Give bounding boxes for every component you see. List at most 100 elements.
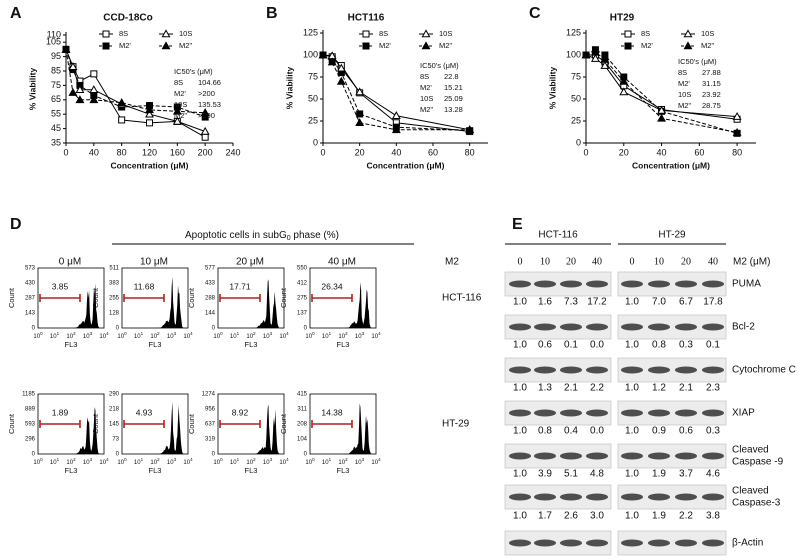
treatment-label: M2 (445, 257, 459, 268)
chart-title: CCD-18Co (103, 13, 152, 24)
chart-title: HCT116 (348, 13, 385, 24)
marker (172, 116, 182, 125)
fl3-tick-base: 10 (150, 334, 157, 340)
y-tick-label: 110 (47, 29, 61, 39)
fl3-tick-label: 104 (279, 331, 289, 340)
marker (619, 87, 629, 96)
count-label: Count (279, 413, 288, 434)
band (648, 539, 670, 547)
fl3-label: FL3 (65, 466, 78, 475)
band (560, 409, 582, 417)
band (560, 539, 582, 547)
y-tick-label: 50 (308, 93, 318, 103)
count-tick-label: 1274 (202, 392, 216, 398)
fl3-tick-exponent: 4 (378, 331, 381, 336)
fl3-tick-label: 100 (213, 457, 223, 466)
fl3-tick-exponent: 4 (190, 457, 193, 462)
ic50-name: M2' (678, 79, 690, 88)
fl3-tick-base: 10 (230, 334, 237, 340)
fl3-tick-label: 104 (99, 331, 109, 340)
marker (590, 53, 600, 62)
fl3-tick-base: 10 (338, 334, 345, 340)
fl3-label: FL3 (149, 466, 162, 475)
fl3-tick-exponent: 2 (345, 331, 348, 336)
band-ratio: 0.0 (590, 340, 604, 351)
fl3-tick-exponent: 4 (286, 331, 289, 336)
ic50-value: 27.88 (702, 68, 721, 77)
marker (61, 44, 71, 53)
count-tick-label: 0 (212, 326, 216, 332)
band-ratio: 2.2 (590, 383, 604, 394)
count-tick-label: 287 (25, 296, 36, 302)
fl3-tick-label: 103 (355, 331, 365, 340)
marker (657, 113, 667, 122)
x-tick-label: 20 (619, 147, 629, 157)
fl3-tick-exponent: 0 (40, 457, 43, 462)
count-tick-label: 577 (205, 266, 216, 272)
fl3-tick-label: 100 (305, 457, 315, 466)
count-tick-label: 288 (205, 296, 216, 302)
fl3-tick-exponent: 1 (141, 457, 144, 462)
fl3-tick-label: 104 (279, 457, 289, 466)
apoptotic-percentage: 1.89 (52, 407, 69, 417)
protein-label: Bcl-2 (732, 322, 755, 333)
band-ratio: 0.6 (679, 426, 693, 437)
fl3-tick-base: 10 (183, 334, 190, 340)
fl3-tick-exponent: 1 (329, 331, 332, 336)
protein-label: β-Actin (732, 538, 763, 549)
x-tick-label: 60 (694, 147, 704, 157)
fl3-tick-base: 10 (305, 460, 312, 466)
gate-marker (123, 420, 165, 428)
histogram (310, 403, 376, 454)
count-tick-label: 296 (25, 437, 36, 443)
marker (118, 116, 126, 124)
band-ratio: 3.9 (538, 469, 552, 480)
band (534, 280, 556, 288)
ic50-name: 8S (420, 72, 429, 81)
marker (201, 133, 209, 141)
legend-label: M2' (641, 41, 653, 50)
fl3-tick-base: 10 (322, 460, 329, 466)
x-tick-label: 80 (465, 147, 475, 157)
band (509, 409, 531, 417)
marker (465, 125, 475, 134)
histogram (38, 407, 104, 454)
ic50-value: 13.28 (444, 105, 463, 114)
band (586, 366, 608, 374)
fl3-tick-base: 10 (83, 460, 90, 466)
band-ratio: 17.2 (587, 297, 607, 308)
histogram (218, 404, 284, 454)
band-ratio: 1.0 (513, 426, 527, 437)
fl3-tick-exponent: 2 (253, 457, 256, 462)
fl3-tick-label: 102 (66, 331, 76, 340)
band (509, 452, 531, 460)
fl3-tick-exponent: 2 (253, 331, 256, 336)
count-tick-label: 550 (297, 266, 308, 272)
legend-marker (683, 41, 693, 50)
x-tick-label: 200 (198, 147, 213, 157)
fl3-tick-exponent: 2 (73, 331, 76, 336)
x-tick-label: 40 (657, 147, 667, 157)
band-ratio: 1.9 (652, 511, 666, 522)
band (586, 323, 608, 331)
count-tick-label: 311 (297, 407, 307, 413)
fl3-tick-base: 10 (66, 334, 73, 340)
fl3-tick-exponent: 3 (270, 457, 273, 462)
dose-label: 40 μM (328, 257, 356, 268)
legend-label: 10S (179, 29, 192, 38)
x-tick-label: 0 (320, 147, 325, 157)
apoptotic-percentage: 26.34 (321, 281, 343, 291)
band-ratio: 0.8 (538, 426, 552, 437)
y-tick-label: 0 (313, 137, 318, 147)
band-ratio: 1.2 (652, 383, 666, 394)
ic50-name: 8S (174, 78, 183, 87)
count-tick-label: 0 (116, 452, 120, 458)
fl3-tick-label: 100 (213, 331, 223, 340)
fl3-tick-exponent: 4 (378, 457, 381, 462)
fl3-tick-base: 10 (322, 334, 329, 340)
band-ratio: 1.0 (513, 469, 527, 480)
band-ratio: 5.1 (564, 469, 578, 480)
lane-dose: 10 (540, 256, 550, 267)
fl3-tick-base: 10 (167, 334, 174, 340)
fl3-tick-base: 10 (305, 334, 312, 340)
